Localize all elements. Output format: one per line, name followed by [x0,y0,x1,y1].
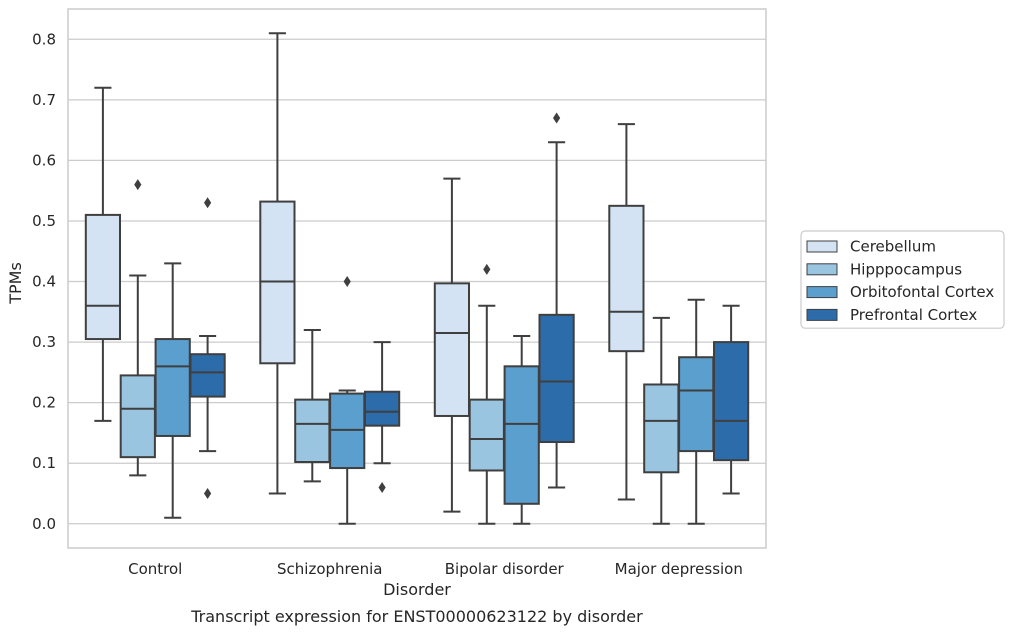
legend-swatch [806,240,838,253]
box-body [503,365,540,505]
box-body [294,398,331,464]
legend-label: Orbitofontal Cortex [850,283,994,301]
box-body [119,374,156,459]
box-1-1 [294,328,331,483]
box-0-2 [433,177,471,513]
x-tick-label: Control [128,560,182,578]
outlier-point [134,179,142,191]
y-tick-label: 0.5 [32,212,56,230]
legend-label: Prefrontal Cortex [850,306,977,324]
box-body [712,341,750,462]
outlier-point [343,276,351,288]
plot-frame [67,8,767,549]
outlier-point [204,197,212,209]
y-tick-labels: 0.0 0.1 0.2 0.3 0.4 0.5 0.6 0.7 0.8 [32,30,56,532]
x-tick-label: Major depression [615,560,743,578]
legend: Cerebellum Hipppocampus Orbitofontal Corte… [800,230,1005,329]
x-tick-label: Schizophrenia [277,560,382,578]
box-2-1 [329,276,366,525]
y-tick-label: 0.6 [32,151,56,169]
box-1-2 [468,263,505,525]
box-body [189,353,226,398]
box-2-3 [678,298,715,525]
outlier-point [483,263,491,275]
box-1-0 [119,179,156,477]
outlier-point [204,487,212,499]
box-3-3 [712,304,750,495]
legend-label: Cerebellum [850,238,936,256]
box-body [468,398,505,472]
box-2-0 [154,262,191,519]
y-tick-label: 0.7 [32,91,56,109]
box-0-1 [259,32,296,495]
y-axis-label: TPMs [6,262,25,305]
box-body [84,213,122,341]
y-tick-label: 0.2 [32,394,56,412]
box-body [154,338,191,437]
box-0-3 [608,123,645,501]
box-3-1 [363,341,401,493]
y-tick-label: 0.3 [32,333,56,351]
legend-swatch [806,286,838,299]
y-tick-label: 0.8 [32,30,56,48]
box-body [433,282,471,417]
y-tick-label: 0.0 [32,515,56,533]
legend-label: Hipppocampus [850,260,962,278]
box-body [538,313,575,444]
x-tick-label: Bipolar disorder [445,560,565,578]
legend-frame [800,230,1005,329]
box-0-0 [84,86,122,422]
chart-caption: Transcript expression for ENST0000062312… [190,607,643,626]
outlier-point [378,481,386,493]
legend-swatch [806,308,838,321]
outlier-point [553,112,561,124]
box-body [363,390,401,427]
box-1-3 [643,316,680,525]
box-body [678,356,715,453]
y-tick-label: 0.1 [32,454,56,472]
x-axis-label: Disorder [383,580,451,599]
box-body [608,204,645,353]
box-2-2 [503,335,540,525]
plot-boxes [84,32,750,525]
box-body [643,383,680,474]
y-tick-label: 0.4 [32,273,56,291]
x-tick-labels: Control Schizophrenia Bipolar disorder Majo… [128,560,743,578]
box-3-2 [538,112,575,489]
box-3-0 [189,197,226,499]
legend-swatch [806,263,838,276]
